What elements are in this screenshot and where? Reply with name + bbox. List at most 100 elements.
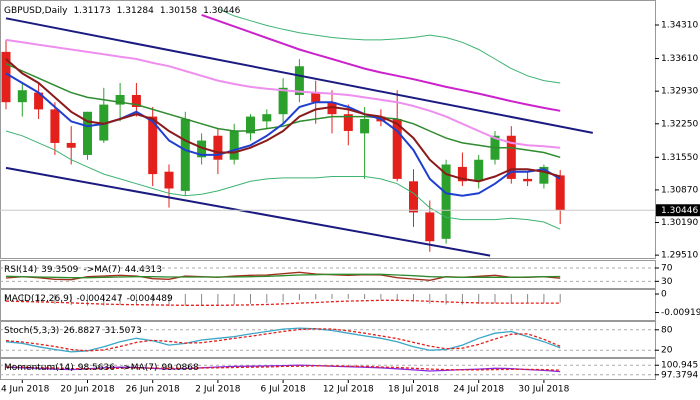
y-tick-label: 97.3794 (661, 370, 698, 380)
indicator-value: 99.0868 (161, 363, 198, 373)
y-tick-label: 1.34310 (661, 21, 698, 31)
x-tick-label: 6 Jul 2018 (260, 385, 305, 395)
line-series (5, 328, 561, 352)
candle-body (360, 118, 370, 134)
candle-body (523, 178, 533, 182)
indicator-header: Stoch(5,3,3) 26.8827 31.5073 (4, 326, 142, 336)
plot-area (5, 294, 561, 307)
indicator-label: ->MA(7) (120, 363, 157, 373)
candle-body (457, 166, 467, 182)
y-tick-label: 1.33610 (661, 54, 698, 64)
candle-body (115, 95, 125, 105)
candle-body (131, 95, 141, 107)
line-series (5, 38, 561, 149)
candle-body (1, 51, 11, 103)
line-series (5, 72, 561, 197)
indicator-title: MACD(12,26,9) (4, 294, 72, 304)
indicator-title: RSI(14) (4, 265, 37, 275)
candle-body (474, 159, 484, 182)
line-series (217, 8, 561, 84)
y-tick-label: 70 (661, 264, 673, 274)
header-value: 1.30158 (160, 6, 197, 16)
indicator-value: 39.3509 (41, 265, 78, 275)
indicator-value: 31.5073 (105, 326, 142, 336)
y-tick-label: 20 (661, 346, 673, 356)
panel-frame (0, 289, 656, 321)
line-series (5, 58, 561, 183)
candle-body (17, 90, 27, 103)
plot-area (0, 8, 655, 257)
x-tick-label: 18 Jul 2018 (388, 385, 439, 395)
panel-frame (0, 260, 656, 289)
y-tick-label: -0.009191 (661, 308, 700, 318)
candle-body (409, 181, 418, 213)
line-series (201, 13, 561, 112)
indicator-value: 26.8827 (63, 326, 100, 336)
plot-area (0, 327, 655, 353)
last-price-label: 1.30446 (661, 206, 698, 216)
panel-frame (0, 358, 656, 380)
candle-body (246, 116, 255, 134)
y-tick-label: 30 (661, 277, 673, 287)
candle-body (392, 118, 402, 179)
header-value: 1.30446 (203, 6, 240, 16)
indicator-value: -0.004489 (127, 294, 173, 304)
panel-frame (0, 321, 656, 358)
indicator-value: 44.4313 (125, 265, 162, 275)
last-price-box (656, 204, 700, 217)
line-series (5, 365, 561, 371)
candle-body (294, 66, 304, 96)
indicator-title: Momentum(14) (4, 363, 74, 373)
indicator-label: ->MA(7) (83, 265, 120, 275)
candle-body (66, 142, 76, 148)
candle-body (50, 109, 60, 143)
plot-area (0, 267, 655, 282)
x-tick-label: 24 Jul 2018 (453, 385, 504, 395)
candle-body (555, 175, 565, 211)
y-tick-label: 1.30870 (661, 185, 698, 195)
chart-header: GBPUSD,Daily 1.31173 1.31284 1.30158 1.30446 (4, 6, 241, 16)
candle-body (229, 130, 239, 160)
y-tick-label: 1.31550 (661, 153, 698, 163)
candle-body (180, 118, 190, 191)
x-tick-label: 14 Jun 2018 (0, 385, 50, 395)
candle-body (213, 135, 223, 160)
candle-body (99, 104, 109, 141)
candle-body (539, 166, 549, 184)
x-tick-label: 30 Jul 2018 (518, 385, 569, 395)
panel-frame (0, 0, 656, 259)
line-series (5, 130, 561, 230)
trend-line (5, 17, 593, 134)
indicator-value: 98.5636 (78, 363, 115, 373)
candle-body (164, 171, 174, 189)
y-tick-label: 1.29510 (661, 251, 698, 261)
indicator-header: MACD(12,26,9) -0.004247 -0.004489 (4, 294, 173, 304)
header-value: 1.31284 (117, 6, 154, 16)
candle-body (343, 114, 353, 131)
y-tick-label: 80 (661, 325, 673, 335)
candle-body (425, 212, 435, 242)
candle-body (506, 135, 516, 179)
y-tick-label: 100.945 (661, 361, 698, 371)
x-tick-label: 12 Jul 2018 (323, 385, 374, 395)
chart-title: GBPUSD,Daily (4, 6, 68, 16)
candle-body (327, 102, 337, 115)
indicator-value: -0.004247 (76, 294, 122, 304)
x-tick-label: 2 Jul 2018 (195, 385, 240, 395)
candle-body (278, 87, 288, 115)
x-tick-label: 26 Jun 2018 (126, 385, 180, 395)
candle-body (148, 116, 158, 175)
y-tick-label: 0 (661, 290, 667, 300)
line-series (5, 273, 561, 279)
y-tick-label: 1.32250 (661, 119, 698, 129)
line-series (5, 327, 561, 353)
plot-area (0, 364, 655, 376)
line-series (5, 299, 561, 306)
x-tick-label: 20 Jun 2018 (60, 385, 114, 395)
y-tick-label: 1.32930 (661, 87, 698, 97)
candle-body (311, 92, 321, 103)
candle-body (262, 114, 272, 122)
